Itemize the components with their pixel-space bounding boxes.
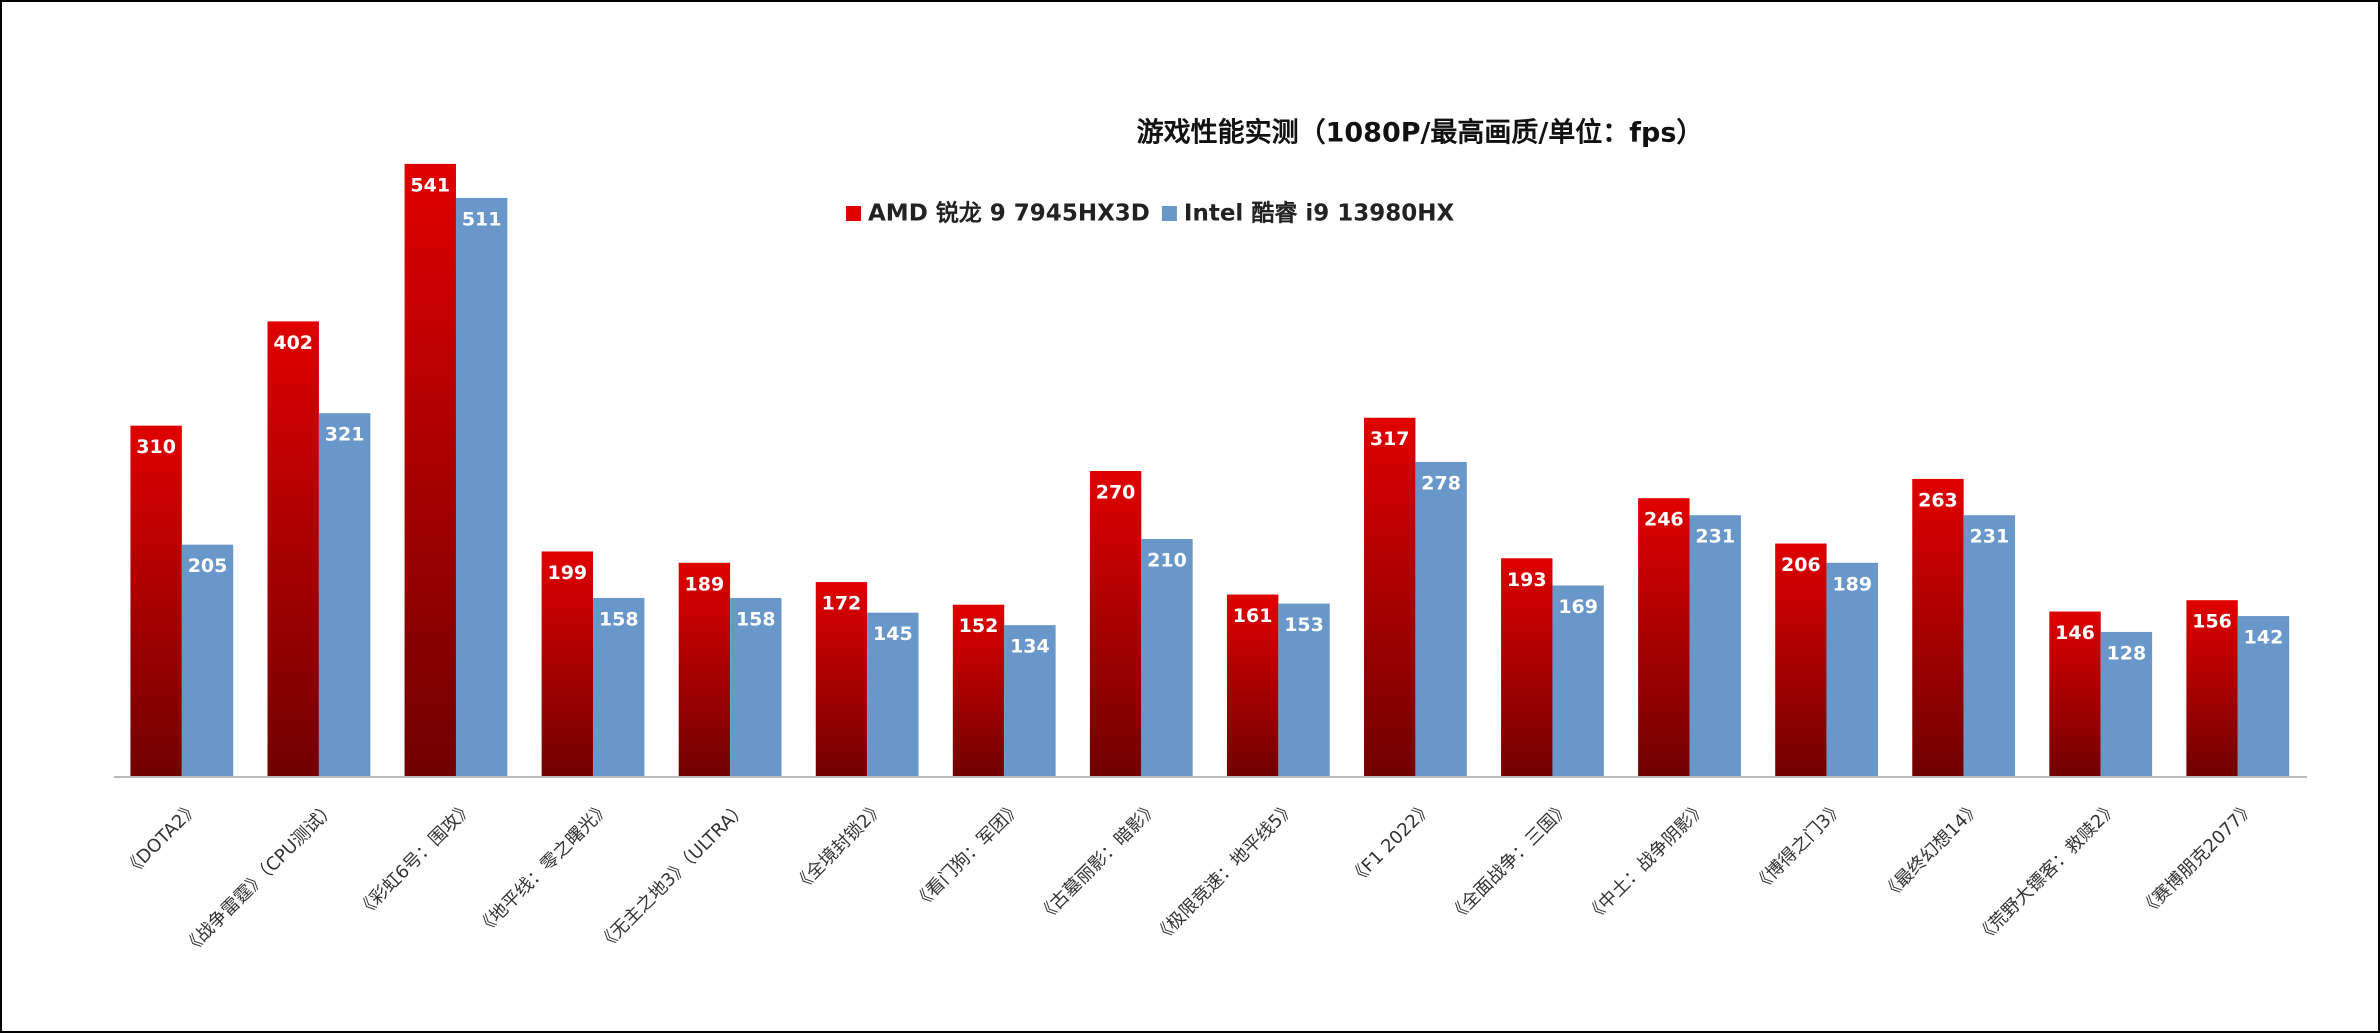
bar — [2049, 611, 2101, 777]
data-label: 246 — [1644, 509, 1684, 531]
bar — [130, 425, 182, 777]
data-label: 142 — [2244, 627, 2284, 649]
data-label: 193 — [1507, 569, 1547, 591]
bar — [455, 197, 508, 777]
data-label: 402 — [273, 332, 313, 354]
bar — [267, 321, 319, 777]
data-label: 210 — [1147, 550, 1187, 572]
data-label: 134 — [1010, 636, 1050, 658]
data-label: 189 — [1832, 573, 1872, 595]
bar — [730, 597, 782, 777]
bar — [1226, 594, 1279, 777]
data-label: 153 — [1284, 614, 1324, 636]
data-label: 321 — [325, 424, 365, 446]
data-label: 317 — [1370, 428, 1410, 450]
data-label: 146 — [2055, 622, 2095, 644]
bar — [1912, 478, 1964, 777]
bar — [1089, 471, 1142, 777]
bar — [1552, 585, 1604, 777]
bar — [1415, 461, 1467, 777]
bar — [678, 562, 731, 777]
bar — [815, 582, 868, 777]
legend-swatch — [1161, 206, 1177, 221]
data-label: 169 — [1558, 596, 1598, 618]
bar — [318, 413, 371, 777]
data-label: 278 — [1421, 472, 1461, 494]
bar — [1963, 515, 2016, 777]
data-label: 189 — [685, 573, 725, 595]
bar — [2186, 600, 2238, 777]
bar — [1775, 543, 1827, 777]
data-label: 199 — [547, 562, 587, 584]
data-label: 156 — [2192, 611, 2232, 633]
legend-label: Intel 酷睿 i9 13980HX — [1184, 201, 1455, 227]
data-label: 511 — [462, 208, 502, 230]
data-label: 541 — [410, 174, 450, 196]
bar — [867, 612, 919, 777]
data-label: 158 — [599, 608, 639, 630]
bar — [404, 163, 456, 777]
chart-title: 游戏性能实测（1080P/最高画质/单位：fps） — [1137, 117, 1704, 149]
data-label: 145 — [873, 623, 913, 645]
data-label: 158 — [736, 608, 776, 630]
bar — [1826, 562, 1878, 777]
data-label: 263 — [1918, 489, 1958, 511]
bar — [1004, 625, 1056, 777]
bar — [952, 604, 1005, 777]
data-label: 231 — [1695, 526, 1735, 548]
data-label: 231 — [1970, 526, 2010, 548]
bar — [1689, 515, 1741, 777]
bar — [1501, 558, 1553, 777]
legend-swatch — [846, 206, 861, 221]
data-label: 206 — [1781, 554, 1821, 576]
bar — [541, 551, 594, 777]
data-label: 128 — [2107, 642, 2147, 664]
data-label: 152 — [959, 615, 999, 637]
bar — [1278, 603, 1330, 777]
bar — [181, 544, 234, 777]
bar — [593, 597, 645, 777]
data-label: 205 — [188, 555, 228, 577]
bar — [1141, 539, 1193, 777]
bar — [1364, 417, 1416, 777]
data-label: 161 — [1233, 605, 1273, 627]
bar — [2237, 616, 2290, 777]
data-label: 270 — [1096, 482, 1136, 504]
bar — [2100, 631, 2153, 777]
legend-label: AMD 锐龙 9 7945HX3D — [868, 200, 1150, 227]
legend: AMD 锐龙 9 7945HX3D Intel 酷睿 i9 13980HX — [846, 200, 1454, 227]
data-label: 172 — [822, 593, 862, 615]
bar — [1638, 498, 1690, 777]
data-label: 310 — [136, 436, 176, 458]
